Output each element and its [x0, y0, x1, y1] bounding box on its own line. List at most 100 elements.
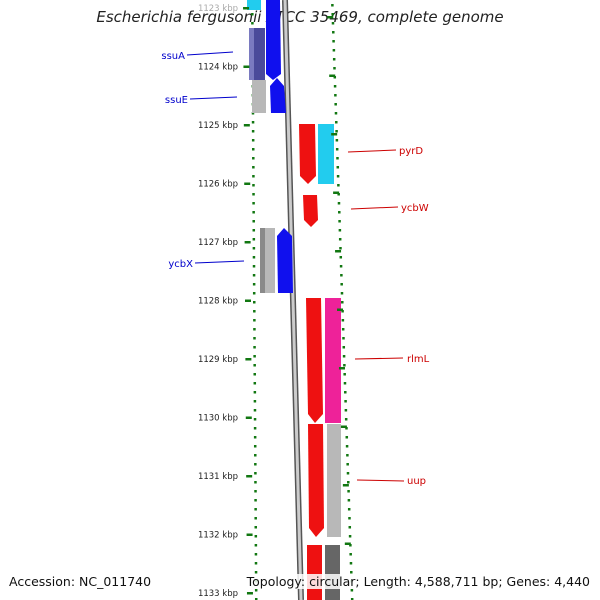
track-dot-left	[252, 229, 256, 232]
track-dot-left	[251, 139, 255, 142]
gene-arrow-ssuA[interactable]	[266, 0, 281, 80]
track-dot-right	[342, 355, 346, 358]
track-dot-right	[334, 112, 338, 115]
gene-block-magenta[interactable]	[325, 298, 341, 423]
ruler-tick	[244, 241, 251, 244]
ruler-label: 1132 kbp	[198, 531, 238, 541]
track-dot-right	[342, 337, 345, 340]
track-dot-right	[350, 598, 354, 600]
track-dot-left	[254, 508, 257, 511]
gene-label-rlmL[interactable]: rlmL	[407, 354, 430, 365]
track-dot-right	[348, 526, 352, 529]
gene-leader-line	[354, 357, 404, 360]
track-dot-right	[345, 427, 348, 430]
track-dot-right	[347, 508, 351, 511]
track-dot-right	[334, 94, 337, 97]
track-dot-right	[338, 211, 341, 214]
track-dot-right	[336, 175, 340, 178]
track-dot-left	[253, 319, 256, 322]
track-dot-right	[336, 157, 339, 160]
track-dot-right	[343, 382, 347, 385]
ruler-tick-right	[337, 308, 344, 311]
gene-arrow-rlmL[interactable]	[306, 298, 323, 423]
track-dot-right	[339, 265, 343, 268]
track-dot-right	[339, 256, 343, 259]
track-dot-left	[253, 418, 257, 421]
track-dot-right	[344, 409, 348, 412]
track-dot-right	[347, 490, 350, 493]
track-dot-left	[253, 400, 257, 403]
track-dot-left	[253, 328, 256, 331]
track-dot-left	[254, 481, 257, 484]
ruler-label: 1131 kbp	[198, 472, 238, 482]
track-dot-left	[254, 499, 257, 502]
topology-text: Topology: circular; Length: 4,588,711 bp…	[246, 574, 590, 589]
gene-label-pyrD[interactable]: pyrD	[399, 146, 423, 157]
track-dot-left	[253, 436, 257, 439]
track-dot-right	[344, 391, 347, 394]
track-dot-right	[331, 22, 335, 25]
gene-block-cyan[interactable]	[318, 124, 334, 184]
gene-block-ssuE[interactable]	[252, 80, 266, 113]
gene-arrow-red-bottom[interactable]	[307, 545, 322, 600]
ruler-labels: 1123 kbp 1124 kbp 1125 kbp 1126 kbp 1127 kbp…	[198, 4, 351, 599]
ruler-tick	[245, 299, 252, 302]
ruler-tick-right	[342, 484, 349, 487]
ruler-label: 1126 kbp	[198, 180, 238, 190]
track-dot-left	[253, 391, 257, 394]
track-dot-right	[335, 121, 338, 124]
track-dot-left	[252, 247, 256, 250]
ruler-tick-right	[344, 542, 351, 545]
ruler-label: 1125 kbp	[198, 121, 238, 131]
gene-block-cyan-top[interactable]	[247, 0, 261, 10]
gene-block-grey[interactable]	[327, 424, 341, 537]
track-dot-right	[344, 418, 348, 421]
track-dot-right	[346, 454, 349, 457]
track-dot-right	[338, 229, 342, 232]
gene-arrow-pyrD[interactable]	[299, 124, 316, 184]
gene-leader-line	[186, 51, 234, 56]
track-dot-left	[254, 463, 257, 466]
track-dot-left	[253, 355, 256, 358]
ruler-label: 1128 kbp	[198, 297, 238, 307]
genome-backbone-highlight	[283, 0, 303, 600]
gene-leader-line	[347, 149, 397, 153]
gene-label-uup[interactable]: uup	[407, 476, 426, 487]
gene-arrow-ycbW[interactable]	[303, 195, 318, 227]
track-dot-right	[346, 472, 350, 475]
gene-arrow-ssuE[interactable]	[270, 78, 286, 113]
track-dot-left	[252, 193, 255, 196]
track-dot-right	[345, 436, 349, 439]
track-dot-left	[253, 373, 256, 376]
gene-block-ssuA-shade	[249, 28, 254, 80]
ruler-tick-right	[340, 425, 347, 428]
gene-block-darkgrey[interactable]	[325, 545, 340, 600]
track-dot-left	[251, 130, 255, 133]
track-dot-right	[335, 148, 339, 151]
track-dot-left	[253, 310, 256, 313]
track-dot-left	[254, 544, 258, 547]
gene-label-ycbW[interactable]: ycbW	[401, 203, 429, 214]
gene-label-ssuA[interactable]: ssuA	[161, 51, 185, 62]
gene-arrow-uup[interactable]	[308, 424, 324, 537]
ruler-tick	[245, 416, 252, 419]
track-dot-right	[348, 517, 351, 520]
ruler-label: 1130 kbp	[198, 414, 238, 424]
gene-label-ssuE[interactable]: ssuE	[165, 95, 188, 106]
accession-text: Accession: NC_011740	[9, 574, 152, 589]
track-dot-right	[332, 40, 335, 43]
track-dot-right	[343, 373, 346, 376]
track-dot-right	[350, 589, 354, 592]
track-dot-right	[340, 283, 343, 286]
track-dot-right	[349, 562, 353, 565]
track-dot-right	[341, 301, 344, 304]
gene-arrow-ycbX[interactable]	[277, 228, 293, 293]
gene-leader-line	[356, 479, 405, 482]
track-dot-right	[340, 274, 343, 277]
track-dot-left	[251, 112, 255, 115]
gene-label-ycbX[interactable]: ycbX	[168, 259, 193, 270]
ruler-tick	[245, 358, 252, 361]
ruler-tick	[243, 124, 250, 127]
track-dot-left	[254, 598, 258, 600]
